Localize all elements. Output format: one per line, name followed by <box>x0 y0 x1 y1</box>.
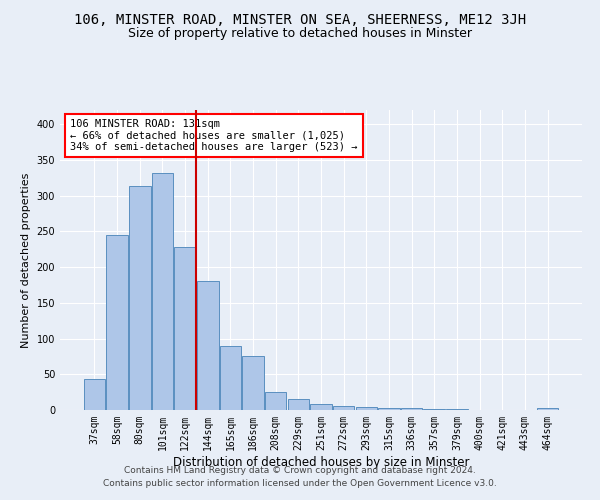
Bar <box>287 400 309 410</box>
Bar <box>242 356 264 410</box>
Text: Contains HM Land Registry data © Crown copyright and database right 2024.
Contai: Contains HM Land Registry data © Crown c… <box>103 466 497 487</box>
Y-axis label: Number of detached properties: Number of detached properties <box>21 172 31 348</box>
Bar <box>129 186 151 410</box>
Bar <box>152 173 173 410</box>
Bar <box>106 235 128 410</box>
Text: Size of property relative to detached houses in Minster: Size of property relative to detached ho… <box>128 28 472 40</box>
Bar <box>378 408 400 410</box>
Bar <box>356 407 377 410</box>
Text: 106, MINSTER ROAD, MINSTER ON SEA, SHEERNESS, ME12 3JH: 106, MINSTER ROAD, MINSTER ON SEA, SHEER… <box>74 12 526 26</box>
X-axis label: Distribution of detached houses by size in Minster: Distribution of detached houses by size … <box>173 456 469 468</box>
Bar <box>265 392 286 410</box>
Text: 106 MINSTER ROAD: 131sqm
← 66% of detached houses are smaller (1,025)
34% of sem: 106 MINSTER ROAD: 131sqm ← 66% of detach… <box>70 119 358 152</box>
Bar <box>175 247 196 410</box>
Bar <box>333 406 355 410</box>
Bar <box>84 380 105 410</box>
Bar <box>220 346 241 410</box>
Bar <box>310 404 332 410</box>
Bar <box>401 408 422 410</box>
Bar <box>197 282 218 410</box>
Bar <box>537 408 558 410</box>
